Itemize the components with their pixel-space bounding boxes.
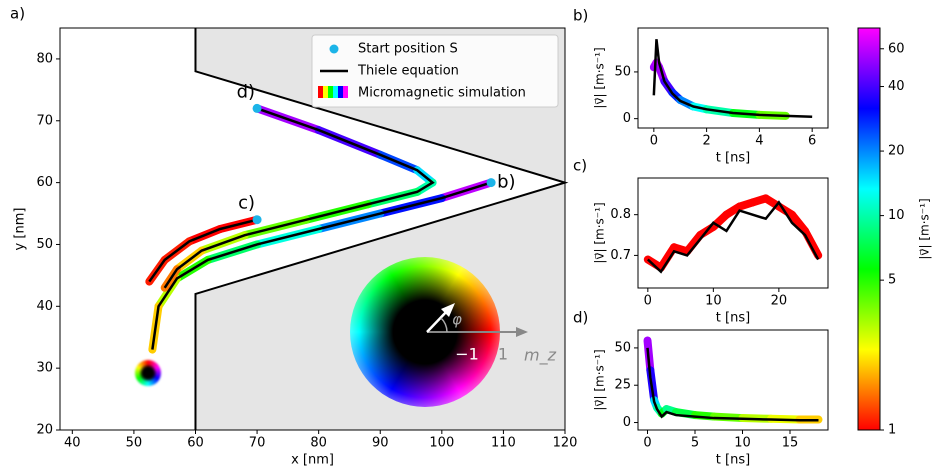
x-tick-label: 0 [644, 294, 652, 309]
micromagnetic-segment [801, 226, 823, 260]
legend: Start position S Thiele equation Micromagn… [311, 34, 559, 108]
x-axis-label: x [nm] [291, 453, 334, 468]
axes-frame [637, 27, 829, 129]
thiele-line [163, 107, 435, 289]
legend-marker [343, 86, 348, 98]
legend-marker [333, 86, 338, 98]
y-tick-label: 0 [623, 415, 631, 430]
x-tick-label: 40 [64, 436, 81, 451]
phi-arc [440, 317, 448, 333]
panel-label: b) [573, 7, 588, 25]
colorbar-label: |v⃗| [m·s⁻¹] [918, 198, 932, 259]
y-axis-label: |v⃗| [m·s⁻¹] [593, 349, 607, 410]
thiele-line [151, 181, 492, 350]
start-point [252, 103, 262, 113]
colorbar-tick-label: 5 [888, 273, 896, 288]
inset-label: m_z [524, 346, 557, 366]
y-tick-label: 40 [36, 299, 53, 314]
y-tick-label: 70 [36, 113, 53, 128]
y-tick-label: 0 [623, 111, 631, 126]
x-tick-label: 110 [491, 436, 516, 451]
inset-label: −1 [455, 345, 479, 364]
x-tick-label: 5 [691, 436, 699, 451]
thiele-line [646, 347, 819, 422]
panel-label: d) [573, 309, 588, 327]
y-axis-label: y [nm] [13, 208, 28, 251]
legend-label: Thiele equation [357, 64, 459, 79]
x-tick-label: 20 [771, 294, 788, 309]
legend-label: Start position S [358, 42, 458, 57]
y-tick-label: 60 [36, 175, 53, 190]
axes-frame [59, 27, 566, 431]
x-tick-label: 60 [187, 436, 204, 451]
colorbar-tick-label: 60 [888, 41, 905, 56]
y-tick-label: 50 [614, 340, 631, 355]
x-tick-label: 10 [734, 436, 751, 451]
x-tick-label: 0 [643, 436, 651, 451]
x-tick-label: 4 [755, 134, 763, 149]
x-tick-label: 80 [310, 436, 327, 451]
legend-marker [338, 86, 343, 98]
x-tick-label: 100 [429, 436, 454, 451]
start-point [252, 215, 262, 225]
colorbar [857, 27, 881, 431]
legend-marker [323, 86, 328, 98]
x-axis-label: t [ns] [716, 453, 750, 468]
x-tick-label: 50 [126, 436, 143, 451]
y-tick-label: 80 [36, 51, 53, 66]
m-arrowhead [441, 303, 455, 317]
colorbar-tick-label: 10 [888, 208, 905, 223]
legend-marker [328, 86, 333, 98]
y-tick-label: 30 [36, 361, 53, 376]
x-axis-label: t [ns] [716, 311, 750, 326]
inset-label: 1 [498, 345, 508, 364]
y-tick-label: 50 [36, 237, 53, 252]
x-tick-label: 2 [702, 134, 710, 149]
colorbar-tick-label: 20 [888, 144, 905, 159]
x-tick-label: 90 [372, 436, 389, 451]
y-tick-label: 50 [614, 64, 631, 79]
x-tick-label: 70 [249, 436, 266, 451]
skyrmion-small [135, 360, 161, 386]
axes-frame [637, 329, 829, 431]
micromagnetic-segment [656, 243, 679, 272]
x-tick-label: 6 [808, 134, 816, 149]
y-axis-label: |v⃗| [m·s⁻¹] [593, 202, 607, 263]
y-tick-label: 0.7 [610, 248, 631, 263]
colorbar-tick-label: 40 [888, 79, 905, 94]
m-arrow [426, 309, 449, 333]
mz-arrow [516, 327, 528, 337]
legend-marker [318, 86, 323, 98]
thiele-line [652, 39, 813, 119]
boundary [194, 28, 569, 430]
start-point [486, 178, 496, 188]
annotation: d) [237, 81, 255, 102]
x-tick-label: 10 [705, 294, 722, 309]
annotation: c) [238, 193, 255, 214]
y-tick-label: 25 [614, 378, 631, 393]
panel-label: a) [10, 5, 25, 23]
x-tick-label: 15 [782, 436, 799, 451]
axes-frame [637, 177, 829, 289]
panel-label: c) [573, 157, 587, 175]
x-tick-label: 120 [553, 436, 578, 451]
legend-label: Micromagnetic simulation [358, 86, 526, 101]
inset-label: φ [452, 311, 462, 329]
thiele-line [646, 200, 820, 274]
colorbar-tick-label: 1 [888, 423, 896, 438]
y-tick-label: 0.8 [610, 207, 631, 222]
legend-box [311, 34, 559, 108]
y-axis-label: |v⃗| [m·s⁻¹] [593, 47, 607, 108]
annotation: b) [497, 172, 515, 193]
y-tick-label: 20 [36, 423, 53, 438]
thiele-line [148, 218, 258, 283]
x-tick-label: 0 [650, 134, 658, 149]
x-axis-label: t [ns] [716, 151, 750, 166]
legend-marker [329, 44, 339, 54]
